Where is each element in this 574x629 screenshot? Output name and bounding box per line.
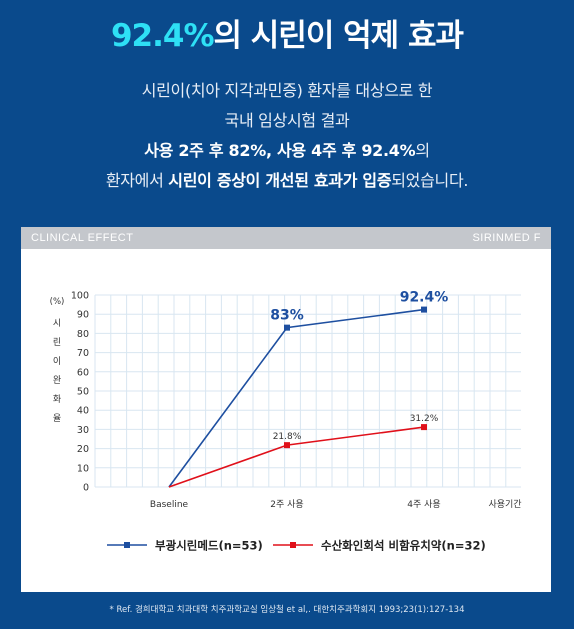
headline-accent: 92.4%: [110, 18, 215, 54]
y-tick-label: 40: [77, 406, 89, 417]
description-line-2: 국내 임상시험 결과: [224, 111, 350, 130]
panel-left-label: CLINICAL EFFECT: [31, 232, 134, 244]
description-line-4-post: 되었습니다.: [391, 171, 469, 190]
y-axis-label-char: 린: [53, 337, 61, 348]
y-tick-label: 20: [77, 444, 89, 455]
legend-swatch-marker: [290, 542, 296, 548]
y-tick-label: 30: [77, 425, 89, 436]
y-axis-unit: (%): [50, 297, 65, 307]
y-tick-label: 0: [83, 483, 89, 494]
legend-label: 부광시린메드(n=53): [155, 539, 263, 553]
chart-panel: CLINICAL EFFECT SIRINMED F 0 10 20 30 40 50 60…: [21, 227, 551, 592]
description-line-3-bold: 사용 2주 후 82%, 사용 4주 후 92.4%: [144, 141, 416, 160]
y-tick-label: 70: [77, 348, 89, 359]
y-axis-label-char: 율: [53, 413, 61, 424]
headline: 92.4%의 시린이 억제 효과: [0, 10, 574, 55]
y-tick-label: 50: [77, 387, 89, 398]
x-tick-label: Baseline: [150, 500, 189, 510]
data-point: [421, 424, 427, 431]
x-tick-label: 2주 사용: [270, 499, 303, 510]
data-label: 92.4%: [400, 290, 449, 306]
description-line-4-pre: 환자에서: [105, 171, 169, 190]
legend-swatch-marker: [124, 542, 130, 548]
data-label: 83%: [270, 308, 304, 324]
footnote: * Ref. 경희대학교 치과대학 치주과학교실 임상철 et al,. 대한치…: [109, 605, 465, 615]
description-line-3-tail: 의: [415, 141, 430, 160]
y-axis-label-char: 이: [53, 356, 61, 367]
y-tick-label: 90: [77, 310, 89, 321]
data-point: [284, 442, 290, 449]
data-label: 21.8%: [273, 432, 302, 442]
data-label: 31.2%: [410, 414, 439, 424]
x-axis-label: 사용기간: [488, 499, 521, 510]
x-tick-label: 4주 사용: [407, 499, 440, 510]
y-axis-label-char: 화: [53, 394, 61, 405]
y-tick-label: 60: [77, 367, 89, 378]
y-tick-label: 10: [77, 463, 89, 474]
y-axis-label-char: 시: [53, 318, 61, 329]
description-line-3: 사용 2주 후 82%, 사용 4주 후 92.4%의: [0, 136, 574, 166]
panel-header: CLINICAL EFFECT SIRINMED F: [21, 227, 551, 249]
legend-label: 수산화인회석 비함유치약(n=32): [321, 539, 486, 553]
description-line-1: 시린이(치아 지각과민증) 환자를 대상으로 한: [141, 81, 433, 100]
data-point: [421, 306, 427, 313]
description-line-4: 환자에서 시린이 증상이 개선된 효과가 입증되었습니다.: [0, 166, 574, 196]
data-point: [284, 324, 290, 331]
description: 시린이(치아 지각과민증) 환자를 대상으로 한 국내 임상시험 결과 사용 2…: [0, 76, 574, 196]
panel-right-label: SIRINMED F: [472, 232, 541, 244]
y-axis-label-char: 완: [53, 375, 61, 386]
series-line-1: [168, 308, 425, 488]
y-tick-label: 80: [77, 329, 89, 340]
headline-rest: 의 시린이 억제 효과: [213, 18, 465, 54]
description-line-4-bold: 시린이 증상이 개선된 효과가 입증: [168, 171, 392, 190]
y-tick-label: 100: [71, 291, 89, 302]
